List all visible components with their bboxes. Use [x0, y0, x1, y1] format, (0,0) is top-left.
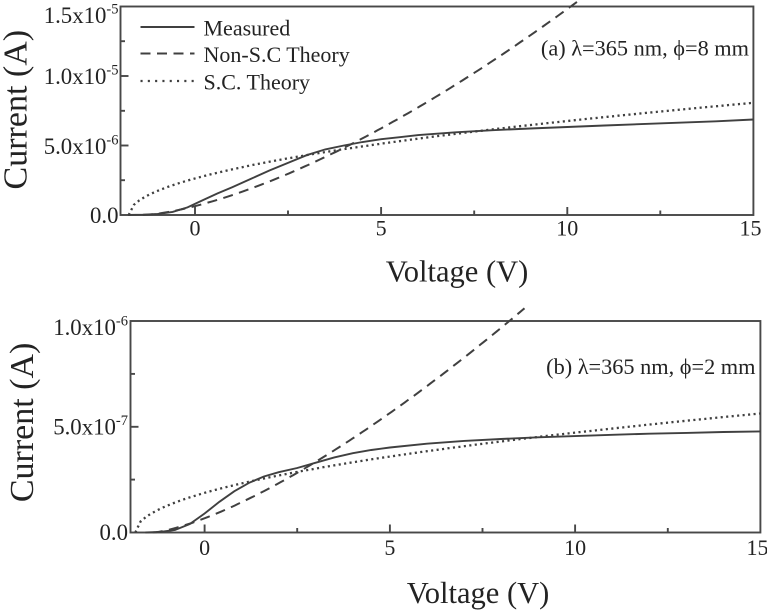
svg-text:0.0: 0.0: [100, 520, 129, 545]
svg-text:S.C. Theory: S.C. Theory: [204, 70, 311, 95]
svg-text:15: 15: [747, 535, 767, 560]
svg-text:(a) λ=365 nm, ϕ=8 mm: (a) λ=365 nm, ϕ=8 mm: [541, 36, 749, 61]
svg-text:1.0x10-5: 1.0x10-5: [44, 63, 119, 89]
svg-text:0: 0: [190, 216, 201, 241]
svg-text:0: 0: [199, 535, 210, 560]
svg-text:10: 10: [556, 216, 578, 241]
svg-text:5.0x10-7: 5.0x10-7: [53, 413, 128, 439]
svg-text:15: 15: [740, 216, 762, 241]
svg-text:1.0x10-6: 1.0x10-6: [53, 314, 128, 340]
svg-text:Current (A): Current (A): [0, 30, 34, 190]
svg-text:0.0: 0.0: [90, 203, 119, 228]
svg-text:Current (A): Current (A): [4, 343, 41, 503]
svg-text:Measured: Measured: [204, 16, 291, 41]
svg-text:Voltage (V): Voltage (V): [407, 576, 550, 610]
svg-text:1.5x10-5: 1.5x10-5: [44, 2, 119, 28]
svg-text:Voltage (V): Voltage (V): [386, 255, 529, 289]
svg-text:10: 10: [564, 535, 586, 560]
svg-text:Non-S.C Theory: Non-S.C Theory: [204, 42, 350, 67]
svg-text:5: 5: [384, 535, 395, 560]
svg-text:5: 5: [376, 216, 387, 241]
svg-text:5.0x10-6: 5.0x10-6: [44, 133, 119, 159]
svg-text:(b) λ=365 nm, ϕ=2 mm: (b) λ=365 nm, ϕ=2 mm: [546, 354, 755, 379]
